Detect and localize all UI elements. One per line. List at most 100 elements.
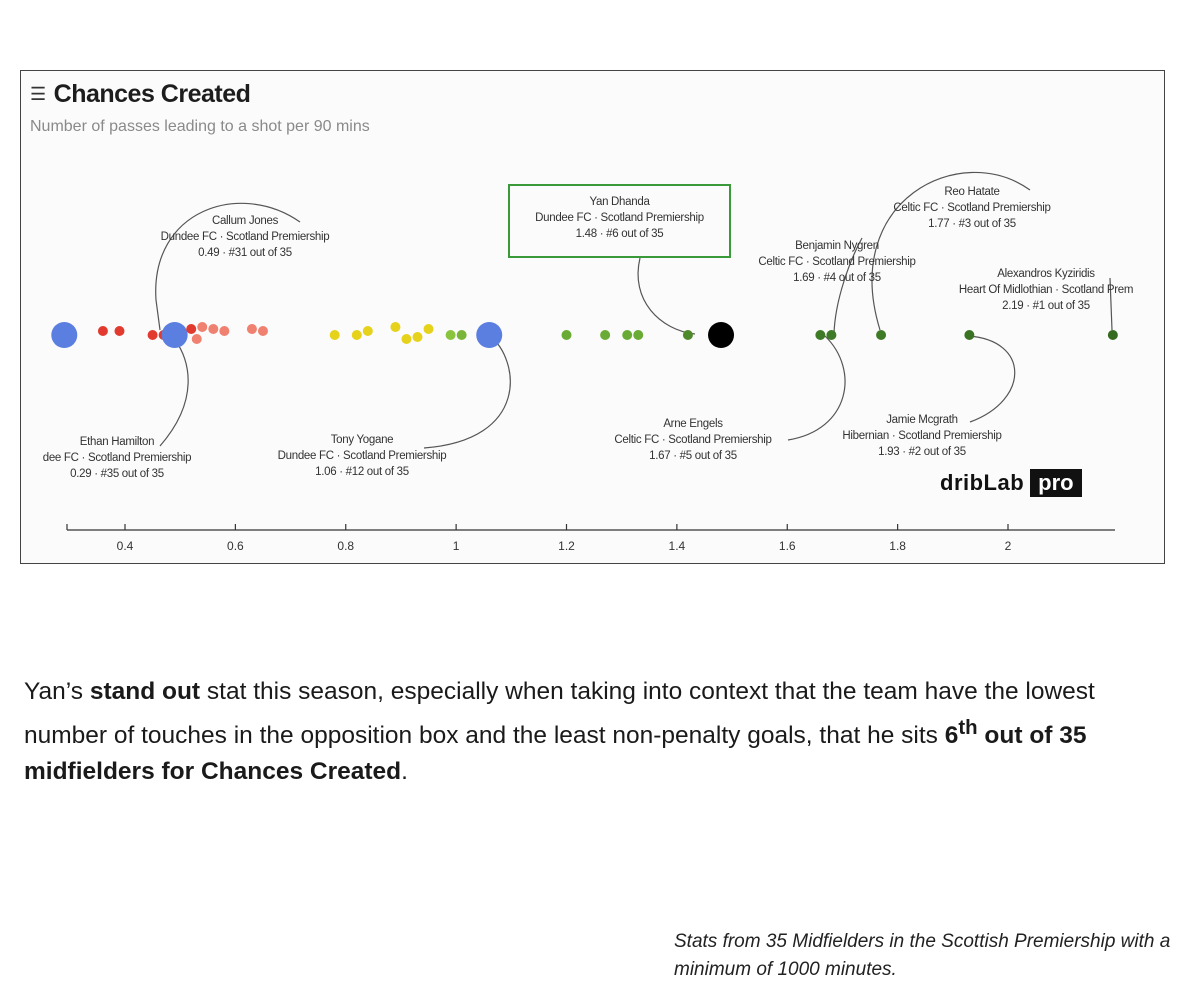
highlight-box xyxy=(508,184,731,258)
data-point xyxy=(362,326,373,336)
chart-subtitle: Number of passes leading to a shot per 9… xyxy=(30,118,370,135)
x-axis: 0.4 0.6 0.8 1 1.2 1.4 1.6 1.8 2 xyxy=(66,524,1115,553)
annotation-stat: 1.77 · #3 out of 35 xyxy=(928,218,1016,230)
annotation-stat: 1.48 · #6 out of 35 xyxy=(575,228,664,240)
annotation-stat: 2.19 · #1 out of 35 xyxy=(1002,300,1090,312)
data-point xyxy=(815,330,826,340)
data-point xyxy=(147,330,158,340)
logo-badge: pro xyxy=(1030,469,1082,497)
annotation-team: Celtic FC · Scotland Premiership xyxy=(614,434,772,446)
annotation-stat: 0.29 · #35 out of 35 xyxy=(70,468,164,480)
annotation-name: Arne Engels xyxy=(663,418,723,430)
data-point xyxy=(219,326,230,336)
chart-title: ☰ Chances Created xyxy=(30,80,251,109)
x-tick-label: 0.6 xyxy=(227,539,244,553)
data-point xyxy=(208,324,219,334)
data-point xyxy=(456,330,467,340)
data-point xyxy=(186,324,197,334)
connector-line-1 xyxy=(159,339,189,447)
data-point xyxy=(1107,330,1118,340)
data-point xyxy=(191,334,202,344)
annotation-team: dee FC · Scotland Premiership xyxy=(42,452,192,464)
annotation-name: Ethan Hamilton xyxy=(79,436,155,448)
annotation-name: Yan Dhanda xyxy=(589,196,650,208)
x-tick-label: 1 xyxy=(453,539,460,553)
annotation-arne-engels: Arne Engels Celtic FC · Scotland Premier… xyxy=(578,416,808,464)
annotation-name: Callum Jones xyxy=(211,215,279,227)
data-point xyxy=(964,330,975,340)
annotation-callum-jones: Callum Jones Dundee FC · Scotland Premie… xyxy=(130,213,360,261)
text-bold: stand out xyxy=(89,678,201,705)
annotation-jamie-mcgrath: Jamie Mcgrath Hibernian · Scotland Premi… xyxy=(812,412,1032,460)
annotation-team: Celtic FC · Scotland Premiership xyxy=(758,256,916,268)
data-point xyxy=(682,330,693,340)
data-point xyxy=(197,322,208,332)
logo-text: dribLab xyxy=(940,470,1025,495)
text-superscript: th xyxy=(958,717,978,739)
annotation-alexandros-kyziridis: Alexandros Kyziridis Heart Of Midlothian… xyxy=(935,266,1157,314)
x-tick-label: 1.6 xyxy=(779,539,796,553)
annotation-team: Dundee FC · Scotland Premiership xyxy=(277,450,447,462)
data-point xyxy=(329,330,340,340)
annotation-name: Tony Yogane xyxy=(330,434,394,446)
chart-title-text: Chances Created xyxy=(53,80,251,108)
x-tick-label: 0.4 xyxy=(117,539,134,553)
x-tick-label: 1.4 xyxy=(669,539,686,553)
data-point xyxy=(257,326,268,336)
x-tick-label: 1.2 xyxy=(558,539,575,553)
x-tick-label: 1.8 xyxy=(889,539,906,553)
annotation-name: Reo Hatate xyxy=(944,186,1000,198)
annotation-name: Jamie Mcgrath xyxy=(886,414,958,426)
data-point xyxy=(445,330,456,340)
data-point xyxy=(876,330,887,340)
connector-line-0 xyxy=(155,202,301,331)
annotation-team: Hibernian · Scotland Premiership xyxy=(842,430,1002,442)
data-point xyxy=(51,322,78,348)
annotation-connectors xyxy=(155,172,1113,449)
connector-line-4 xyxy=(787,335,846,441)
footnote: Stats from 35 Midfielders in the Scottis… xyxy=(674,931,1171,980)
data-point xyxy=(622,330,633,340)
data-point xyxy=(351,330,362,340)
annotation-ethan-hamilton: Ethan Hamilton dee FC · Scotland Premier… xyxy=(22,434,212,482)
annotation-team: Heart Of Midlothian · Scotland Prem xyxy=(958,284,1134,296)
connector-line-7 xyxy=(967,335,1016,423)
data-point xyxy=(561,330,572,340)
filter-sliders-icon: ☰ xyxy=(30,84,46,104)
data-point xyxy=(633,330,644,340)
x-tick-label: 0.8 xyxy=(337,539,354,553)
data-points xyxy=(51,322,1118,348)
data-point xyxy=(708,322,735,348)
connector-line-2 xyxy=(423,335,511,449)
data-point xyxy=(390,322,401,332)
annotation-stat: 1.06 · #12 out of 35 xyxy=(315,466,409,478)
annotation-benjamin-nygren: Benjamin Nygren Celtic FC · Scotland Pre… xyxy=(722,238,952,286)
data-point xyxy=(114,326,125,336)
text-run: . xyxy=(401,758,408,786)
text-run: stat this season, especially when taking… xyxy=(24,678,1095,750)
data-point xyxy=(401,334,412,344)
data-point xyxy=(246,324,257,334)
connector-line-5 xyxy=(833,237,863,335)
annotation-yan-dhanda: Yan Dhanda Dundee FC · Scotland Premiers… xyxy=(508,194,731,242)
chart-canvas: 0.4 0.6 0.8 1 1.2 1.4 1.6 1.8 2 xyxy=(51,172,1118,553)
annotation-team: Dundee FC · Scotland Premiership xyxy=(160,231,330,243)
data-point xyxy=(412,332,423,342)
annotation-name: Benjamin Nygren xyxy=(795,240,879,252)
data-point xyxy=(423,324,434,334)
data-point xyxy=(826,330,837,340)
annotation-tony-yogane: Tony Yogane Dundee FC · Scotland Premier… xyxy=(247,432,477,480)
connector-line-3 xyxy=(637,257,696,335)
data-point xyxy=(161,322,188,348)
annotation-stat: 1.93 · #2 out of 35 xyxy=(878,446,966,458)
connector-line-8 xyxy=(1109,277,1113,331)
data-point xyxy=(600,330,611,340)
data-point xyxy=(476,322,503,348)
annotation-team: Dundee FC · Scotland Premiership xyxy=(535,212,704,224)
text-run: Yan’s xyxy=(24,678,90,705)
connector-line-6 xyxy=(871,172,1031,331)
body-paragraph: Yan’s stand out stat this season, especi… xyxy=(24,674,1184,790)
driblab-logo: dribLab pro xyxy=(940,469,1082,497)
chart-frame xyxy=(20,70,1165,564)
text-bold: out of 35 midfielders for Chances Create… xyxy=(24,722,1087,786)
